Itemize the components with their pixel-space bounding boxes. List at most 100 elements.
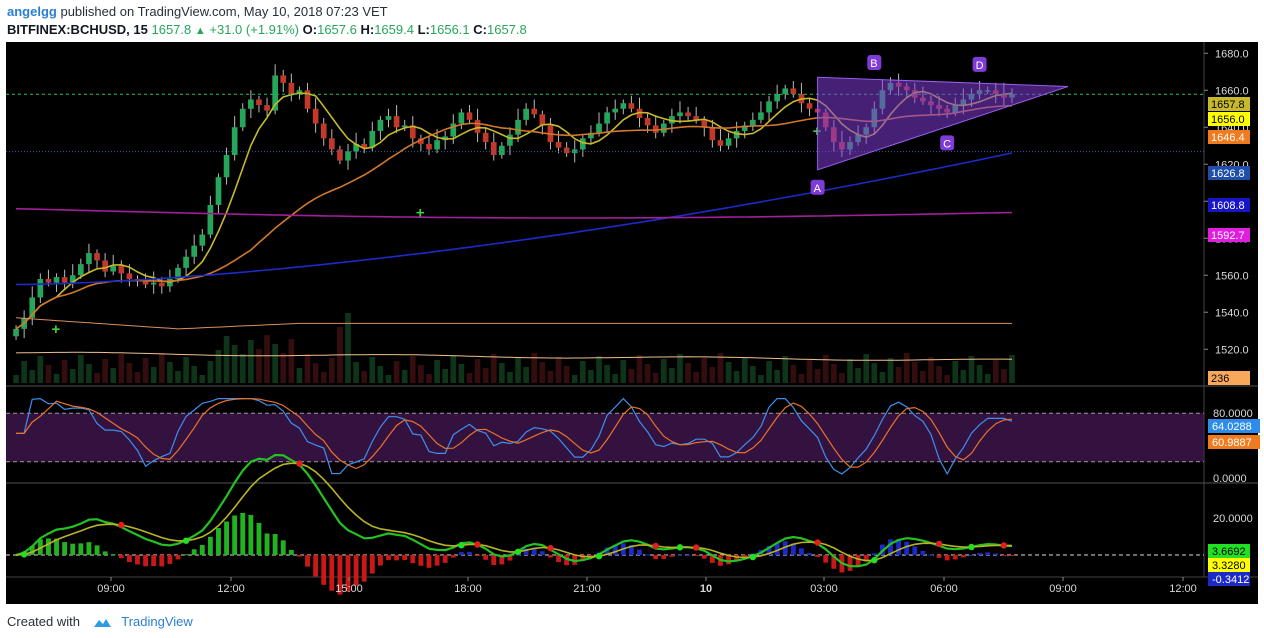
volume-bar [531, 353, 538, 383]
macd-histogram-bar [216, 528, 221, 555]
macd-histogram-bar [483, 555, 489, 560]
macd-histogram-bar [410, 555, 416, 564]
volume-bar [21, 361, 27, 383]
macd-badge-label: -0.3412 [1212, 574, 1249, 586]
candle-body [385, 116, 392, 120]
macd-histogram-bar [637, 549, 642, 555]
volume-bar [369, 357, 376, 383]
pattern-label: A [814, 183, 822, 195]
macd-histogram-bar [726, 555, 731, 565]
candle-body [207, 204, 214, 235]
candle-body [86, 253, 92, 265]
macd-histogram-bar [54, 538, 59, 555]
volume-bar [636, 355, 643, 383]
volume-bar [604, 365, 610, 383]
candle-body [393, 116, 400, 128]
candle-body [45, 278, 52, 283]
price-badge-label: 236 [1211, 373, 1229, 385]
macd-histogram-bar [240, 512, 246, 555]
macd-histogram-bar [815, 555, 821, 557]
time-tick-label: 12:00 [217, 583, 245, 595]
volume-bar [717, 353, 724, 383]
volume-bar [920, 371, 926, 383]
macd-cross-dot [20, 551, 28, 558]
candle-body [652, 125, 659, 133]
macd-histogram-bar [418, 555, 424, 566]
volume-bar [69, 369, 76, 383]
triangle-pattern [817, 76, 1069, 171]
rsi-pane[interactable] [6, 397, 1204, 476]
candle-body [248, 99, 254, 109]
macd-histogram-bar [394, 555, 400, 561]
candle-body [725, 138, 732, 146]
price-badge [1208, 130, 1250, 144]
candle-body [774, 93, 780, 102]
candle-body [377, 119, 384, 131]
macd-histogram-bar [402, 555, 408, 560]
macd-histogram-bar [377, 555, 383, 566]
volume-bar [29, 370, 36, 383]
macd-histogram-bar [78, 543, 84, 555]
volume-bar [968, 356, 975, 383]
footer: Created with TradingView [0, 604, 1264, 638]
volume-bar [328, 358, 335, 383]
candle-body [320, 123, 327, 139]
volume-bar [102, 359, 108, 383]
tradingview-link[interactable]: TradingView [121, 614, 193, 629]
volume-bar [353, 362, 359, 383]
price-badge [1208, 166, 1250, 180]
author-name[interactable]: angelgg [7, 4, 57, 19]
candle-body [29, 297, 36, 318]
time-axis[interactable]: 09:00 12:00 15:00 18:00 21:00 10 03:00 06:00 09:… [97, 577, 1197, 595]
candle-body [539, 114, 546, 126]
candle-body [515, 119, 521, 135]
macd-badge [1208, 572, 1250, 586]
macd-histogram-bar [969, 554, 974, 556]
macd-histogram-bar [588, 555, 594, 557]
macd-histogram-bar [313, 555, 319, 577]
candle-body [474, 119, 481, 133]
macd-histogram-bar [645, 554, 651, 556]
macd-histogram-bar [993, 553, 999, 555]
candle-body [523, 108, 529, 120]
ohlc-line: BITFINEX:BCHUSD, 15 1657.8 ▲ +31.0 (+1.9… [7, 22, 527, 37]
volume-bar [733, 371, 740, 383]
volume-bar [701, 358, 708, 383]
published-text: published on TradingView.com, May 10, 20… [60, 4, 388, 19]
macd-cross-dot [547, 544, 554, 552]
volume-bar [239, 354, 246, 383]
volume-bar [887, 358, 894, 383]
candle-body [150, 282, 157, 285]
volume-bar [191, 366, 198, 383]
volume-bar [766, 361, 772, 383]
pattern-label-badge [867, 55, 882, 70]
macd-histogram-bar [1009, 555, 1015, 556]
macd-histogram-bar [693, 555, 699, 557]
price-badge [1208, 198, 1250, 212]
macd-histogram-bar [256, 522, 262, 555]
macd-histogram-bar [467, 551, 472, 555]
volume-bar [94, 373, 100, 383]
candle-body [571, 149, 578, 154]
volume-bar [248, 340, 254, 383]
volume-bar [750, 366, 756, 383]
volume-bar [992, 360, 999, 383]
candle-body [215, 177, 222, 205]
volume-bar [588, 370, 594, 383]
macd-histogram-bar [628, 545, 634, 555]
candle-body [507, 134, 513, 146]
volume-bar [401, 370, 408, 383]
macd-pane[interactable] [6, 453, 1204, 595]
cross-marker: + [52, 321, 61, 338]
macd-histogram-bar [329, 555, 335, 591]
volume-bar [936, 366, 942, 383]
volume-bar [879, 372, 886, 383]
volume-bar [806, 360, 813, 383]
candle-body [499, 145, 505, 155]
price-axis[interactable]: 1680.01660.01640.01620.01600.01580.01560… [1204, 48, 1260, 586]
pattern-label: C [943, 138, 951, 150]
volume-bar [256, 349, 262, 383]
candle-body [531, 108, 538, 115]
